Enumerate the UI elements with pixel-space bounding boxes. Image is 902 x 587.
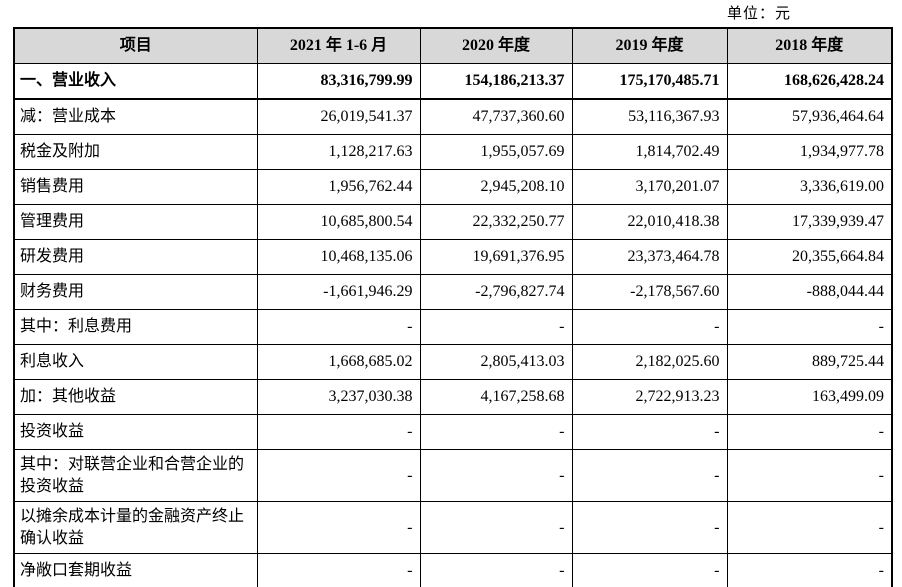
value-cell: - <box>256 553 421 587</box>
table-row: 利息收入 1,668,685.02 2,805,413.03 2,182,025.60… <box>13 344 893 380</box>
value-cell: 23,373,464.78 <box>571 239 728 275</box>
value-cell: -888,044.44 <box>726 274 893 310</box>
value-cell: 2,805,413.03 <box>419 344 573 380</box>
value-cell: 889,725.44 <box>726 344 893 380</box>
row-label: 其中：利息费用 <box>13 309 258 345</box>
value-cell: 1,956,762.44 <box>256 169 421 205</box>
value-cell: 47,737,360.60 <box>419 98 573 135</box>
row-label: 减：营业成本 <box>13 98 258 135</box>
value-cell: 17,339,939.47 <box>726 204 893 240</box>
value-cell: - <box>726 501 893 554</box>
value-cell: 1,955,057.69 <box>419 134 573 170</box>
value-cell: 2,182,025.60 <box>571 344 728 380</box>
row-label: 管理费用 <box>13 204 258 240</box>
table-row: 投资收益 - - - - <box>13 414 893 450</box>
value-cell: 2,945,208.10 <box>419 169 573 205</box>
header-cell: 2020 年度 <box>419 27 573 64</box>
value-cell: 3,237,030.38 <box>256 379 421 415</box>
value-cell: 168,626,428.24 <box>726 63 893 100</box>
table-row: 加：其他收益 3,237,030.38 4,167,258.68 2,722,913.… <box>13 379 893 415</box>
value-cell: 22,010,418.38 <box>571 204 728 240</box>
value-cell: - <box>419 449 573 502</box>
row-label: 以摊余成本计量的金融资产终止确认收益 <box>13 501 258 554</box>
value-cell: - <box>571 414 728 450</box>
header-cell: 2018 年度 <box>726 27 893 64</box>
financial-table: 项目 2021 年 1-6 月 2020 年度 2019 年度 2018 年度 一、营业… <box>13 27 893 587</box>
header-cell: 2019 年度 <box>571 27 728 64</box>
value-cell: - <box>571 309 728 345</box>
value-cell: 3,170,201.07 <box>571 169 728 205</box>
value-cell: 175,170,485.71 <box>571 63 728 100</box>
row-label: 财务费用 <box>13 274 258 310</box>
row-label: 研发费用 <box>13 239 258 275</box>
value-cell: - <box>571 553 728 587</box>
table-row: 以摊余成本计量的金融资产终止确认收益 - - - - <box>13 501 893 554</box>
value-cell: 10,685,800.54 <box>256 204 421 240</box>
table-row: 税金及附加 1,128,217.63 1,955,057.69 1,814,702.4… <box>13 134 893 170</box>
value-cell: - <box>256 414 421 450</box>
value-cell: 53,116,367.93 <box>571 98 728 135</box>
value-cell: - <box>571 449 728 502</box>
value-cell: - <box>571 501 728 554</box>
value-cell: -1,661,946.29 <box>256 274 421 310</box>
table-row: 项目 2021 年 1-6 月 2020 年度 2019 年度 2018 年度 <box>13 27 893 64</box>
row-label: 加：其他收益 <box>13 379 258 415</box>
header-cell: 项目 <box>13 27 258 64</box>
table-header-row: 项目 2021 年 1-6 月 2020 年度 2019 年度 2018 年度 <box>13 27 893 64</box>
table-row: 其中：对联营企业和合营企业的投资收益 - - - - <box>13 449 893 502</box>
row-label: 一、营业收入 <box>13 63 258 100</box>
value-cell: - <box>726 414 893 450</box>
row-label: 投资收益 <box>13 414 258 450</box>
value-cell: 154,186,213.37 <box>419 63 573 100</box>
value-cell: 163,499.09 <box>726 379 893 415</box>
header-cell: 2021 年 1-6 月 <box>256 27 421 64</box>
value-cell: - <box>256 501 421 554</box>
value-cell: - <box>419 309 573 345</box>
table-row: 净敞口套期收益 - - - - <box>13 553 893 587</box>
table-row: 其中：利息费用 - - - - <box>13 309 893 345</box>
row-label: 税金及附加 <box>13 134 258 170</box>
table-body: 一、营业收入 83,316,799.99 154,186,213.37 175,170… <box>13 63 893 587</box>
value-cell: 19,691,376.95 <box>419 239 573 275</box>
table-row: 管理费用 10,685,800.54 22,332,250.77 22,010,418… <box>13 204 893 240</box>
value-cell: - <box>256 449 421 502</box>
row-label: 销售费用 <box>13 169 258 205</box>
value-cell: -2,796,827.74 <box>419 274 573 310</box>
value-cell: -2,178,567.60 <box>571 274 728 310</box>
value-cell: 1,814,702.49 <box>571 134 728 170</box>
table-row: 一、营业收入 83,316,799.99 154,186,213.37 175,170… <box>13 63 893 100</box>
value-cell: 3,336,619.00 <box>726 169 893 205</box>
value-cell: - <box>419 414 573 450</box>
value-cell: 20,355,664.84 <box>726 239 893 275</box>
value-cell: - <box>419 501 573 554</box>
value-cell: 57,936,464.64 <box>726 98 893 135</box>
table-row: 减：营业成本 26,019,541.37 47,737,360.60 53,116,3… <box>13 98 893 135</box>
value-cell: 4,167,258.68 <box>419 379 573 415</box>
value-cell: - <box>726 553 893 587</box>
table-row: 财务费用 -1,661,946.29 -2,796,827.74 -2,178,567… <box>13 274 893 310</box>
row-label: 净敞口套期收益 <box>13 553 258 587</box>
table-row: 销售费用 1,956,762.44 2,945,208.10 3,170,201.07… <box>13 169 893 205</box>
row-label: 其中：对联营企业和合营企业的投资收益 <box>13 449 258 502</box>
value-cell: 22,332,250.77 <box>419 204 573 240</box>
value-cell: 1,934,977.78 <box>726 134 893 170</box>
value-cell: 26,019,541.37 <box>256 98 421 135</box>
value-cell: 2,722,913.23 <box>571 379 728 415</box>
unit-label: 单位：元 <box>727 6 792 22</box>
value-cell: 1,668,685.02 <box>256 344 421 380</box>
value-cell: 10,468,135.06 <box>256 239 421 275</box>
value-cell: - <box>256 309 421 345</box>
row-label: 利息收入 <box>13 344 258 380</box>
value-cell: - <box>726 449 893 502</box>
value-cell: - <box>419 553 573 587</box>
value-cell: - <box>726 309 893 345</box>
value-cell: 1,128,217.63 <box>256 134 421 170</box>
table-row: 研发费用 10,468,135.06 19,691,376.95 23,373,464… <box>13 239 893 275</box>
value-cell: 83,316,799.99 <box>256 63 421 100</box>
